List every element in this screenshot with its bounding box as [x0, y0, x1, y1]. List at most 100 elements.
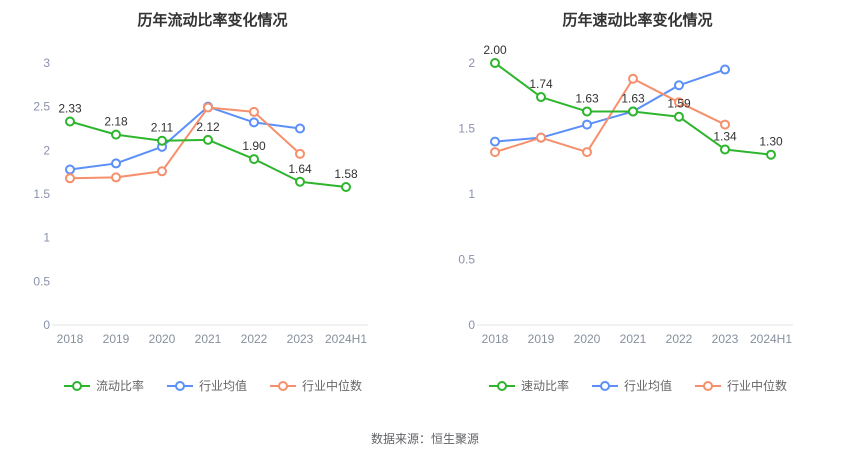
value-label: 1.63 — [575, 91, 599, 105]
y-axis-label: 2 — [468, 56, 475, 70]
legend-item[interactable]: 速动比率 — [488, 377, 569, 394]
legend-marker-icon — [591, 380, 618, 391]
value-label: 1.64 — [288, 162, 312, 176]
x-axis-label: 2019 — [528, 332, 555, 346]
data-point — [203, 102, 213, 113]
x-axis-label: 2021 — [620, 332, 647, 346]
value-label: 2.00 — [483, 43, 507, 57]
legend-label: 流动比率 — [95, 379, 144, 393]
x-axis-label: 2020 — [149, 332, 176, 346]
series-line — [69, 105, 301, 171]
x-axis-label: 2020 — [574, 332, 601, 346]
data-point — [674, 80, 684, 91]
legend-marker-icon — [695, 380, 721, 391]
x-axis-label: 2023 — [712, 332, 739, 346]
data-point — [111, 129, 121, 140]
value-label: 1.74 — [529, 77, 553, 91]
x-axis-label: 2023 — [287, 332, 314, 346]
data-point — [628, 106, 638, 117]
data-point — [249, 106, 259, 117]
series-line — [494, 77, 726, 154]
y-axis-label: 0 — [468, 318, 475, 332]
data-point — [65, 173, 75, 184]
data-point — [766, 149, 776, 160]
x-axis-label: 2024H1 — [750, 332, 792, 346]
chart-title: 历年速动比率变化情况 — [562, 12, 713, 29]
data-point — [157, 166, 167, 177]
data-point — [249, 154, 259, 165]
x-axis-label: 2018 — [57, 332, 84, 346]
x-axis-label: 2019 — [103, 332, 130, 346]
data-point — [582, 119, 592, 130]
x-axis-label: 2024H1 — [325, 332, 367, 346]
data-point — [65, 116, 75, 127]
x-axis-label: 2022 — [666, 332, 693, 346]
legend-marker-icon — [270, 380, 296, 391]
x-axis-label: 2021 — [195, 332, 222, 346]
value-label: 2.12 — [196, 120, 220, 134]
data-source-note: 数据来源：恒生聚源 — [370, 432, 479, 446]
data-point — [295, 123, 305, 134]
chart-title: 历年流动比率变化情况 — [137, 12, 288, 29]
y-axis-label: 1 — [468, 187, 475, 201]
current-ratio-chart: 历年流动比率变化情况 0 0.5 1 1.5 2 2.5 3 2018 2019 2020 2021… — [0, 0, 425, 394]
legend-label: 行业中位数 — [727, 379, 788, 393]
value-label: 1.59 — [667, 97, 691, 111]
data-point — [341, 182, 351, 193]
value-label: 2.11 — [151, 121, 174, 135]
y-axis-label: 0.5 — [33, 274, 50, 288]
legend-label: 行业均值 — [623, 379, 672, 393]
y-axis-label: 3 — [43, 56, 50, 70]
data-point — [582, 106, 592, 117]
y-axis-label: 1 — [43, 231, 50, 245]
legend-item[interactable]: 流动比率 — [63, 377, 144, 394]
legend-marker-icon — [63, 380, 90, 391]
y-axis-label: 0 — [43, 318, 50, 332]
legend-label: 行业均值 — [198, 379, 247, 393]
y-axis-label: 2.5 — [33, 100, 50, 114]
value-label: 1.34 — [713, 129, 737, 143]
data-point — [203, 134, 213, 145]
data-point — [65, 164, 75, 175]
legend-label: 速动比率 — [520, 379, 569, 393]
value-label: 1.63 — [621, 91, 645, 105]
data-point — [628, 73, 638, 84]
data-point — [720, 119, 730, 130]
data-point — [674, 97, 684, 108]
chart-canvas: 0 0.5 1 1.5 2 2.5 3 2018 2019 2020 2021 2022 2023 202… — [33, 56, 368, 346]
x-axis-label: 2018 — [482, 332, 509, 346]
legend-item[interactable]: 行业均值 — [591, 377, 672, 394]
value-label: 1.58 — [334, 167, 358, 181]
quick-ratio-chart: 历年速动比率变化情况 0 0.5 1 1.5 2 2018 2019 2020 2021 2022… — [425, 0, 850, 394]
y-axis-label: 0.5 — [458, 253, 475, 267]
y-axis-label: 1.5 — [458, 122, 475, 136]
legend-label: 行业中位数 — [302, 379, 363, 393]
data-point — [490, 136, 500, 147]
data-point — [536, 132, 546, 143]
legend-item[interactable]: 行业中位数 — [269, 377, 362, 394]
charts-row: 历年流动比率变化情况 0 0.5 1 1.5 2 2.5 3 2018 2019 2020 2021… — [0, 0, 850, 394]
data-point — [111, 172, 121, 183]
data-point — [582, 147, 592, 158]
chart-legend: 速动比率 行业均值 行业中位数 — [425, 377, 850, 394]
value-label: 2.33 — [58, 102, 82, 116]
legend-marker-icon — [166, 380, 193, 391]
data-point — [720, 64, 730, 75]
x-axis-label: 2022 — [241, 332, 268, 346]
data-point — [536, 92, 546, 103]
data-point — [249, 117, 259, 128]
value-label: 1.90 — [242, 139, 266, 153]
data-point — [295, 148, 305, 159]
data-point — [490, 147, 500, 158]
data-point — [720, 144, 730, 155]
data-point — [295, 176, 305, 187]
legend-item[interactable]: 行业中位数 — [694, 377, 787, 394]
legend-marker-icon — [488, 380, 515, 391]
data-point — [157, 135, 167, 146]
value-label: 2.18 — [104, 115, 128, 129]
y-axis-label: 2 — [43, 143, 50, 157]
legend-item[interactable]: 行业均值 — [166, 377, 247, 394]
chart-legend: 流动比率 行业均值 行业中位数 — [0, 377, 425, 394]
chart-canvas: 0 0.5 1 1.5 2 2018 2019 2020 2021 2022 2023 2024H1 2… — [458, 43, 793, 346]
data-point — [674, 111, 684, 122]
